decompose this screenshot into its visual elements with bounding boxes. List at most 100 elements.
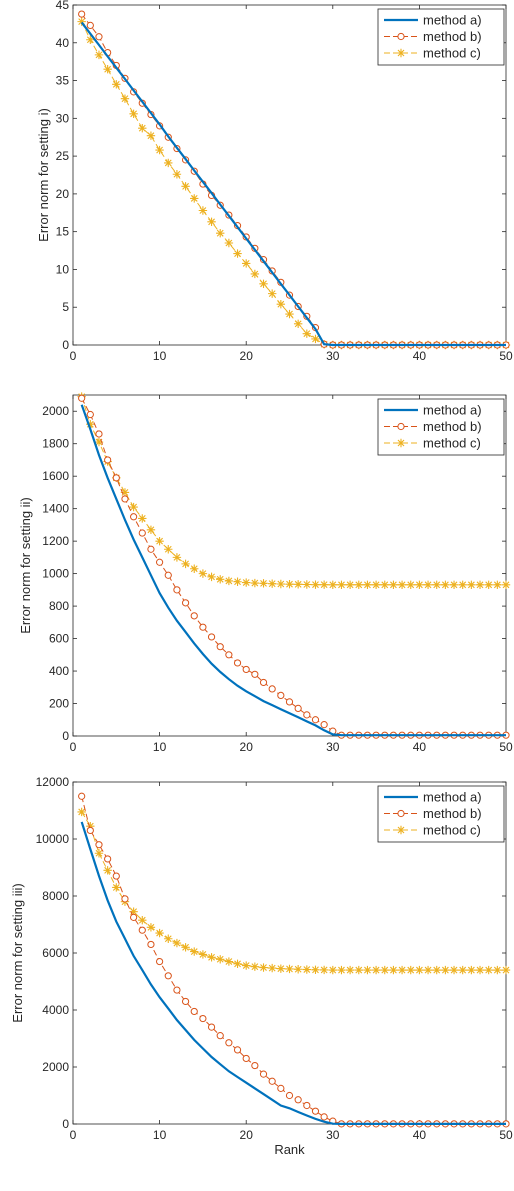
- data-point-circle: [216, 643, 224, 651]
- data-point-circle: [121, 495, 129, 503]
- data-point-circle: [190, 1007, 198, 1016]
- series-line: [81, 397, 506, 736]
- data-point-circle: [311, 1107, 320, 1115]
- legend-label: method c): [423, 823, 481, 838]
- y-tick-label: 5: [62, 300, 69, 314]
- data-point-circle: [104, 456, 112, 464]
- data-point-circle: [112, 474, 120, 482]
- data-point-asterisk: [441, 965, 450, 975]
- data-point-asterisk: [337, 580, 346, 590]
- data-point-asterisk: [155, 145, 164, 155]
- y-tick-label: 200: [49, 697, 69, 711]
- data-point-asterisk: [423, 580, 433, 590]
- data-point-asterisk: [449, 580, 459, 590]
- x-tick-label: 20: [240, 740, 254, 754]
- legend-label: method c): [423, 46, 481, 61]
- data-point-asterisk: [94, 849, 104, 858]
- x-tick-label: 10: [153, 740, 167, 754]
- data-point-asterisk: [311, 334, 320, 344]
- data-point-circle: [233, 659, 242, 667]
- x-tick-label: 50: [499, 740, 513, 754]
- data-point-asterisk: [233, 249, 242, 258]
- data-point-asterisk: [397, 580, 407, 590]
- data-point-asterisk: [224, 576, 234, 586]
- legend-marker: [397, 422, 405, 431]
- data-point-circle: [104, 855, 112, 863]
- data-point-circle: [320, 1113, 328, 1121]
- data-point-circle: [86, 21, 94, 29]
- data-point-circle: [294, 704, 302, 712]
- data-point-asterisk: [302, 965, 312, 974]
- data-point-circle: [78, 394, 86, 402]
- legend-marker: [397, 32, 405, 41]
- x-tick-label: 40: [413, 349, 427, 363]
- legend-label: method b): [423, 29, 482, 44]
- legend-marker: [396, 48, 406, 58]
- data-point-asterisk: [406, 580, 415, 590]
- x-tick-label: 50: [499, 349, 513, 363]
- y-tick-label: 800: [49, 599, 69, 613]
- series-a: [80, 821, 506, 1126]
- data-point-asterisk: [138, 123, 147, 133]
- data-point-circle: [190, 612, 198, 620]
- data-point-asterisk: [267, 289, 277, 298]
- data-point-asterisk: [242, 578, 251, 587]
- data-point-asterisk: [224, 238, 234, 248]
- data-point-asterisk: [233, 577, 242, 586]
- data-point-asterisk: [432, 965, 441, 975]
- data-point-asterisk: [181, 943, 190, 952]
- data-point-asterisk: [389, 580, 398, 590]
- data-point-asterisk: [354, 965, 363, 975]
- data-point-asterisk: [172, 553, 182, 562]
- data-point-asterisk: [164, 158, 173, 168]
- series-line: [80, 21, 506, 347]
- data-point-asterisk: [354, 580, 363, 590]
- data-point-circle: [121, 895, 129, 903]
- data-point-asterisk: [155, 928, 164, 938]
- series-c: [77, 807, 511, 975]
- data-point-asterisk: [250, 578, 260, 588]
- data-point-circle: [95, 430, 103, 438]
- data-point-asterisk: [120, 94, 130, 103]
- y-tick-label: 1800: [42, 437, 69, 451]
- data-point-asterisk: [190, 564, 199, 573]
- data-point-circle: [294, 1096, 302, 1104]
- data-point-circle: [130, 513, 138, 521]
- data-point-circle: [138, 926, 146, 934]
- x-tick-label: 30: [326, 1128, 340, 1142]
- data-point-asterisk: [103, 866, 112, 875]
- data-point-asterisk: [449, 965, 459, 975]
- y-tick-label: 0: [62, 338, 69, 352]
- data-point-circle: [173, 586, 181, 594]
- data-point-asterisk: [216, 228, 225, 238]
- x-tick-label: 40: [413, 740, 427, 754]
- y-tick-label: 0: [62, 1117, 69, 1131]
- y-tick-label: 35: [56, 74, 70, 88]
- x-tick-label: 0: [70, 740, 77, 754]
- data-point-asterisk: [267, 963, 277, 973]
- legend: method a)method b) method c): [377, 8, 505, 66]
- data-point-asterisk: [328, 580, 337, 590]
- x-tick-label: 30: [326, 740, 340, 754]
- data-point-asterisk: [164, 545, 173, 554]
- data-point-circle: [311, 716, 320, 724]
- x-tick-label: 0: [70, 349, 77, 363]
- data-point-circle: [147, 940, 155, 949]
- data-point-circle: [156, 957, 164, 966]
- data-point-asterisk: [328, 965, 337, 975]
- data-point-circle: [156, 558, 164, 566]
- data-point-asterisk: [276, 579, 286, 589]
- data-point-circle: [251, 670, 259, 678]
- series-a: [80, 21, 506, 347]
- data-point-asterisk: [302, 329, 312, 338]
- data-point-asterisk: [207, 217, 216, 227]
- data-point-asterisk: [423, 965, 433, 975]
- data-point-asterisk: [103, 65, 112, 74]
- x-tick-label: 40: [413, 1128, 427, 1142]
- x-tick-label: 20: [240, 349, 254, 363]
- y-tick-label: 0: [62, 729, 69, 743]
- data-point-asterisk: [293, 965, 303, 974]
- legend-marker: [396, 825, 406, 835]
- data-point-asterisk: [319, 580, 329, 589]
- data-point-asterisk: [242, 259, 251, 268]
